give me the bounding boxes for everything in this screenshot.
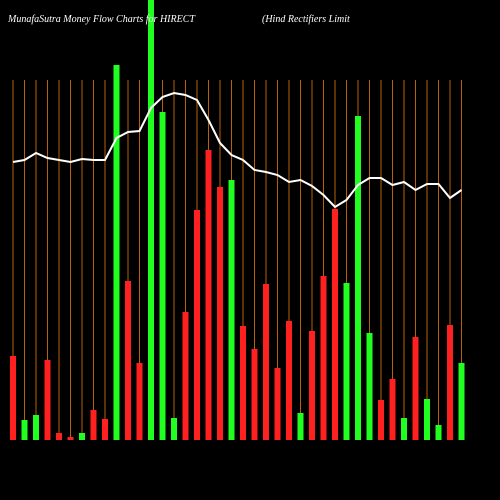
bars <box>10 0 465 440</box>
bar <box>33 415 39 440</box>
bar <box>355 116 361 440</box>
bar <box>182 312 189 440</box>
bar <box>56 433 62 440</box>
bar <box>113 65 120 440</box>
bar <box>125 281 131 440</box>
bar <box>447 325 453 440</box>
chart-title: MunafaSutra Money Flow Charts for HIRECT <box>7 14 196 25</box>
bar <box>309 331 315 440</box>
bar <box>320 276 327 440</box>
bar <box>297 413 304 440</box>
bar <box>412 337 419 440</box>
bar <box>79 433 85 440</box>
bar <box>274 368 281 440</box>
bar <box>435 425 442 440</box>
bar <box>458 363 465 440</box>
bar <box>67 437 74 440</box>
bar <box>21 420 28 440</box>
bar <box>286 321 292 440</box>
bar <box>102 419 108 440</box>
bar <box>136 363 143 440</box>
money-flow-line <box>12 91 463 209</box>
bar <box>424 399 430 440</box>
bar <box>90 410 97 440</box>
bar <box>343 283 350 440</box>
bar <box>44 360 51 440</box>
bar <box>10 356 16 440</box>
bar <box>251 349 258 440</box>
bar <box>217 187 223 440</box>
bar <box>228 180 235 440</box>
bar <box>171 418 177 440</box>
chart-subtitle: (Hind Rectifiers Limit <box>262 14 350 25</box>
bar <box>378 400 384 440</box>
bar <box>194 210 200 440</box>
bar <box>205 150 212 440</box>
bar <box>401 418 407 440</box>
bar <box>366 333 373 440</box>
bar <box>263 284 269 440</box>
bar <box>159 112 166 440</box>
bar <box>148 0 154 440</box>
bar <box>240 326 246 440</box>
bar <box>389 379 396 440</box>
bar <box>332 209 338 440</box>
